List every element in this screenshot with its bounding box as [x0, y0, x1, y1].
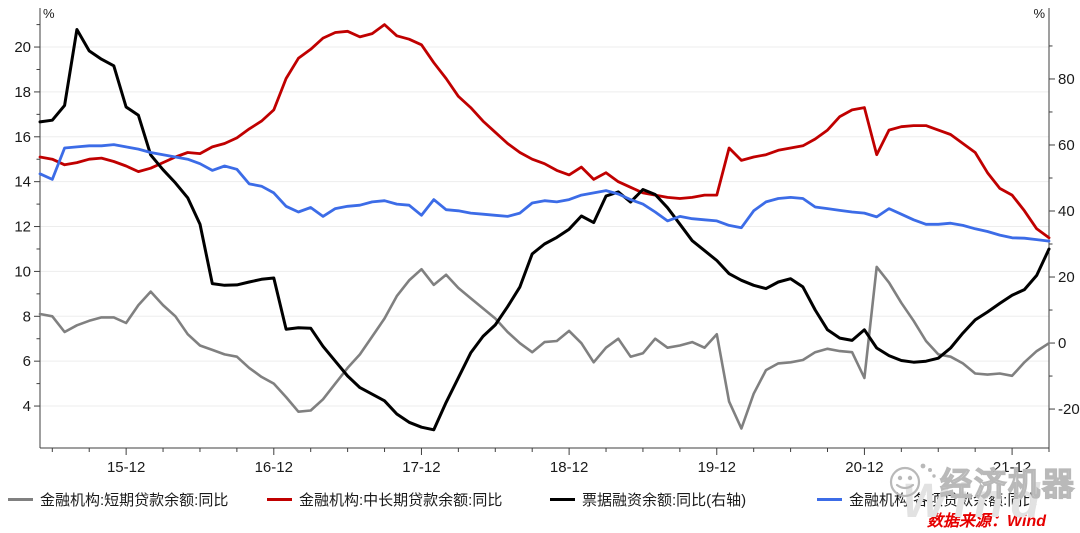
- x-axis-tick-label: 16-12: [255, 459, 293, 476]
- series-line-2: [38, 28, 1051, 432]
- left-axis-tick-label: 6: [23, 353, 31, 370]
- left-axis-tick-label: 20: [14, 39, 31, 56]
- legend-item-bill-financing: 票据融资余额:同比(右轴): [550, 489, 746, 510]
- series-line-1: [38, 23, 1051, 240]
- right-axis-tick-label: -20: [1058, 401, 1080, 418]
- legend-label-medium-long-term-loans: 金融机构:中长期贷款余额:同比: [299, 492, 503, 509]
- left-axis-tick-label: 12: [14, 219, 31, 236]
- left-axis-tick-label: 8: [23, 308, 31, 325]
- right-axis-tick-label: 0: [1058, 335, 1066, 352]
- data-source-note: 数据来源：Wind: [927, 513, 1046, 530]
- chart-plot-area: 4 6 8 10 12 14 16 18 20 -20 0 20 40 60 80% % 15-12 16-12 1…: [14, 6, 1080, 476]
- left-axis-unit-label: %: [43, 6, 55, 21]
- legend-swatch-red: [267, 498, 292, 501]
- right-axis-tick-label: 80: [1058, 71, 1075, 88]
- right-axis-tick-label: 60: [1058, 137, 1075, 154]
- axes: [34, 8, 1055, 455]
- x-axis-tick-label: 15-12: [107, 459, 145, 476]
- left-axis-tick-label: 14: [14, 174, 31, 191]
- chart-legend: 金融机构:短期贷款余额:同比 金融机构:中长期贷款余额:同比 票据融资余额:同比…: [0, 0, 1080, 509]
- series-line-0: [38, 265, 1051, 430]
- left-axis-tick-label: 18: [14, 84, 31, 101]
- left-axis-tick-label: 10: [14, 263, 31, 280]
- series-line-3: [38, 143, 1051, 243]
- legend-item-short-term-loans: 金融机构:短期贷款余额:同比: [8, 489, 228, 510]
- x-axis-tick-label: 19-12: [698, 459, 736, 476]
- left-axis-tick-label: 16: [14, 129, 31, 146]
- right-axis-unit-label: %: [1033, 6, 1045, 21]
- x-axis-tick-label: 21-12: [993, 459, 1031, 476]
- right-axis-tick-label: 20: [1058, 269, 1075, 286]
- legend-label-short-term-loans: 金融机构:短期贷款余额:同比: [40, 492, 229, 509]
- legend-swatch-black: [550, 498, 575, 501]
- x-axis-tick-label: 20-12: [845, 459, 883, 476]
- right-axis-tick-label: 40: [1058, 203, 1075, 220]
- gridlines: [40, 46, 1049, 407]
- x-axis-tick-label: 18-12: [550, 459, 588, 476]
- legend-label-bill-financing: 票据融资余额:同比(右轴): [582, 492, 747, 509]
- legend-swatch-blue: [817, 498, 842, 501]
- x-axis-tick-label: 17-12: [402, 459, 440, 476]
- left-axis-tick-label: 4: [23, 398, 31, 415]
- legend-swatch-gray: [8, 498, 33, 501]
- legend-item-medium-long-term-loans: 金融机构:中长期贷款余额:同比: [267, 489, 502, 510]
